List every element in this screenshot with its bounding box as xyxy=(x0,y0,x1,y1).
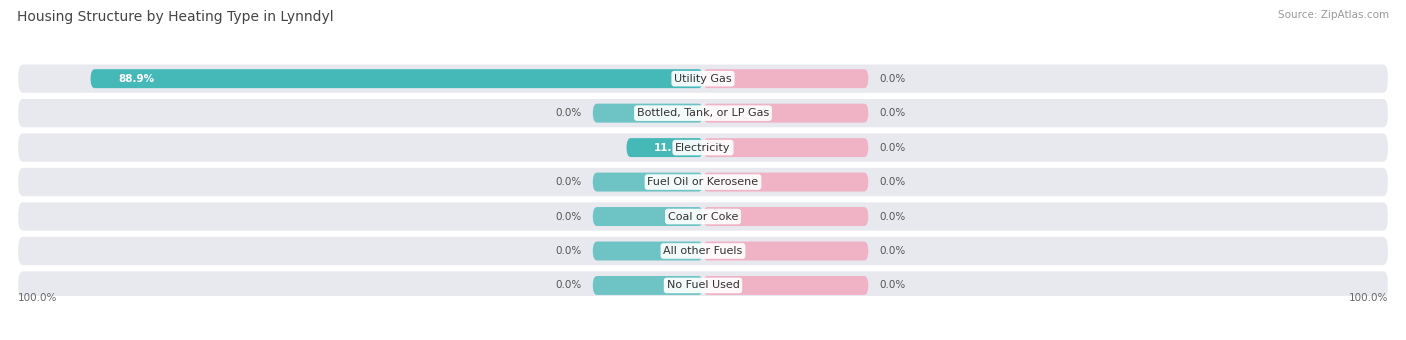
Text: 0.0%: 0.0% xyxy=(879,280,905,290)
Text: 100.0%: 100.0% xyxy=(18,293,58,303)
FancyBboxPatch shape xyxy=(703,104,869,123)
Text: All other Fuels: All other Fuels xyxy=(664,246,742,256)
Text: Housing Structure by Heating Type in Lynndyl: Housing Structure by Heating Type in Lyn… xyxy=(17,10,333,24)
FancyBboxPatch shape xyxy=(593,104,703,123)
FancyBboxPatch shape xyxy=(18,237,1388,265)
FancyBboxPatch shape xyxy=(18,271,1388,300)
FancyBboxPatch shape xyxy=(703,276,869,295)
FancyBboxPatch shape xyxy=(18,202,1388,231)
FancyBboxPatch shape xyxy=(703,69,869,88)
Text: 0.0%: 0.0% xyxy=(879,246,905,256)
Text: 11.1%: 11.1% xyxy=(654,142,690,153)
FancyBboxPatch shape xyxy=(627,138,703,157)
Text: 0.0%: 0.0% xyxy=(555,211,582,222)
FancyBboxPatch shape xyxy=(18,168,1388,196)
Text: 0.0%: 0.0% xyxy=(879,142,905,153)
FancyBboxPatch shape xyxy=(703,241,869,260)
Text: Bottled, Tank, or LP Gas: Bottled, Tank, or LP Gas xyxy=(637,108,769,118)
FancyBboxPatch shape xyxy=(593,276,703,295)
Text: 100.0%: 100.0% xyxy=(1348,293,1388,303)
FancyBboxPatch shape xyxy=(90,69,703,88)
Text: 0.0%: 0.0% xyxy=(879,108,905,118)
FancyBboxPatch shape xyxy=(18,134,1388,162)
FancyBboxPatch shape xyxy=(593,173,703,191)
FancyBboxPatch shape xyxy=(18,65,1388,93)
Text: Utility Gas: Utility Gas xyxy=(675,74,731,84)
FancyBboxPatch shape xyxy=(703,173,869,191)
FancyBboxPatch shape xyxy=(703,138,869,157)
FancyBboxPatch shape xyxy=(18,99,1388,127)
Text: 0.0%: 0.0% xyxy=(879,74,905,84)
Text: 0.0%: 0.0% xyxy=(879,211,905,222)
Text: 0.0%: 0.0% xyxy=(555,108,582,118)
FancyBboxPatch shape xyxy=(593,241,703,260)
Text: Coal or Coke: Coal or Coke xyxy=(668,211,738,222)
FancyBboxPatch shape xyxy=(593,207,703,226)
Text: 0.0%: 0.0% xyxy=(555,280,582,290)
Text: Fuel Oil or Kerosene: Fuel Oil or Kerosene xyxy=(647,177,759,187)
Text: 0.0%: 0.0% xyxy=(555,246,582,256)
FancyBboxPatch shape xyxy=(703,207,869,226)
Text: 0.0%: 0.0% xyxy=(555,177,582,187)
Text: Electricity: Electricity xyxy=(675,142,731,153)
Text: 88.9%: 88.9% xyxy=(118,74,155,84)
Text: No Fuel Used: No Fuel Used xyxy=(666,280,740,290)
Text: Source: ZipAtlas.com: Source: ZipAtlas.com xyxy=(1278,10,1389,20)
Text: 0.0%: 0.0% xyxy=(879,177,905,187)
